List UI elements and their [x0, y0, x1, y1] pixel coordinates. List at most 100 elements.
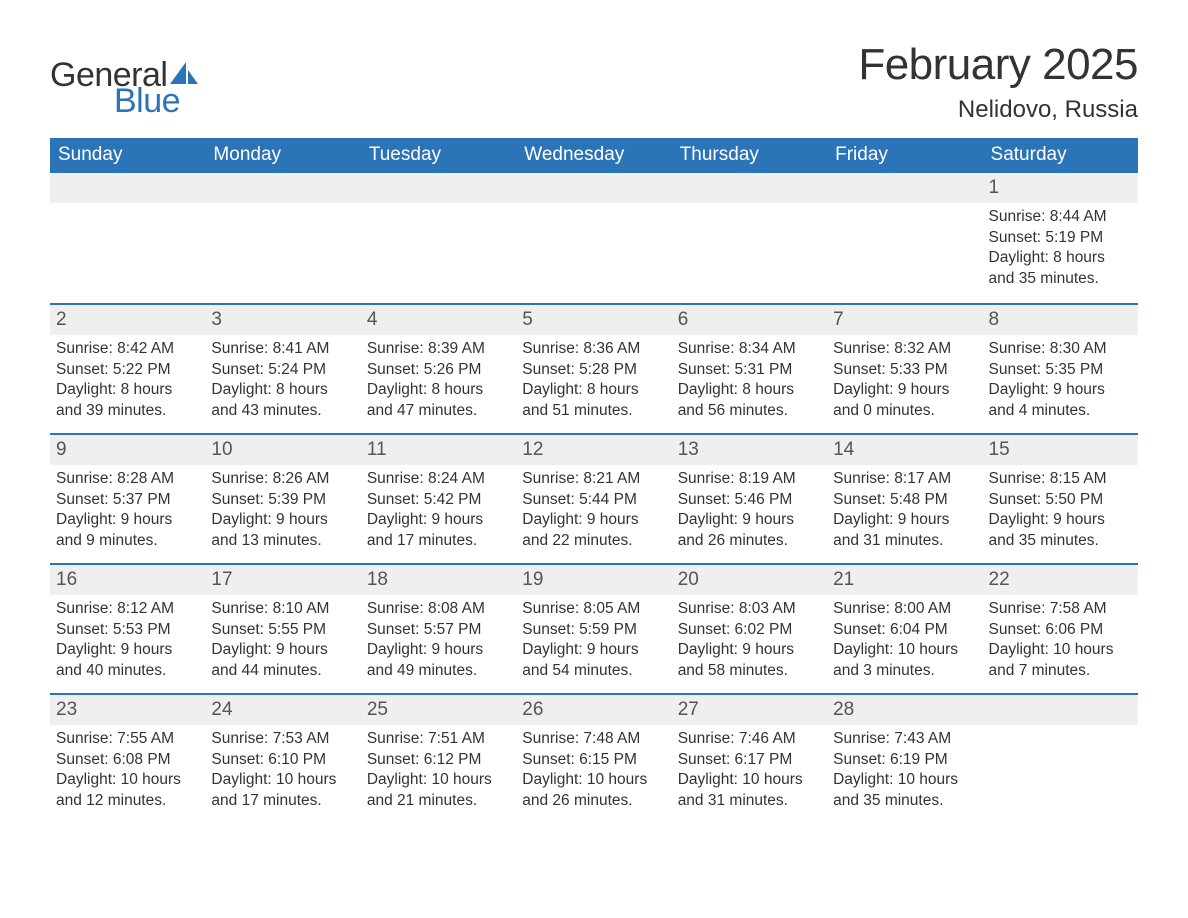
sunset-text: Sunset: 5:24 PM [211, 360, 354, 381]
day-number: 4 [361, 305, 516, 335]
day-number: 19 [516, 565, 671, 595]
weekday-header: Sunday [50, 138, 205, 173]
sunrise-text: Sunrise: 8:17 AM [833, 469, 976, 490]
daylight-text: Daylight: 9 hours and 13 minutes. [211, 510, 354, 552]
sunrise-text: Sunrise: 8:10 AM [211, 599, 354, 620]
day-number [516, 173, 671, 203]
daylight-text: Daylight: 10 hours and 3 minutes. [833, 640, 976, 682]
day-details: Sunrise: 8:42 AMSunset: 5:22 PMDaylight:… [54, 339, 199, 423]
sunrise-text: Sunrise: 8:03 AM [678, 599, 821, 620]
day-number: 22 [983, 565, 1138, 595]
calendar-day-cell [983, 695, 1138, 823]
day-details: Sunrise: 7:58 AMSunset: 6:06 PMDaylight:… [987, 599, 1132, 683]
calendar-day-cell: 25Sunrise: 7:51 AMSunset: 6:12 PMDayligh… [361, 695, 516, 823]
daylight-text: Daylight: 9 hours and 40 minutes. [56, 640, 199, 682]
sunrise-text: Sunrise: 8:05 AM [522, 599, 665, 620]
daylight-text: Daylight: 10 hours and 35 minutes. [833, 770, 976, 812]
sunset-text: Sunset: 6:08 PM [56, 750, 199, 771]
sunset-text: Sunset: 5:39 PM [211, 490, 354, 511]
calendar-week-row: 1Sunrise: 8:44 AMSunset: 5:19 PMDaylight… [50, 173, 1138, 303]
day-number: 17 [205, 565, 360, 595]
day-number: 25 [361, 695, 516, 725]
sunset-text: Sunset: 5:48 PM [833, 490, 976, 511]
calendar-day-cell: 20 Sunrise: 8:03 AMSunset: 6:02 PMDayligh… [672, 565, 827, 693]
calendar-day-cell: 4Sunrise: 8:39 AMSunset: 5:26 PMDaylight… [361, 305, 516, 433]
day-number [50, 173, 205, 203]
calendar-day-cell [516, 173, 671, 303]
day-number: 20 [672, 565, 827, 595]
sunset-text: Sunset: 6:17 PM [678, 750, 821, 771]
daylight-text: Daylight: 8 hours and 43 minutes. [211, 380, 354, 422]
sunrise-text: Sunrise: 8:15 AM [989, 469, 1132, 490]
sunrise-text: Sunrise: 8:41 AM [211, 339, 354, 360]
day-details: Sunrise: 7:48 AMSunset: 6:15 PMDaylight:… [520, 729, 665, 813]
calendar-day-cell: 17 Sunrise: 8:10 AMSunset: 5:55 PMDayligh… [205, 565, 360, 693]
calendar-week-row: 9Sunrise: 8:28 AMSunset: 5:37 PMDaylight… [50, 433, 1138, 563]
sunset-text: Sunset: 5:26 PM [367, 360, 510, 381]
sunset-text: Sunset: 5:35 PM [989, 360, 1132, 381]
page-title: February 2025 [858, 40, 1138, 90]
sunset-text: Sunset: 5:59 PM [522, 620, 665, 641]
weekday-header: Saturday [983, 138, 1138, 173]
calendar-day-cell: 9Sunrise: 8:28 AMSunset: 5:37 PMDaylight… [50, 435, 205, 563]
sunrise-text: Sunrise: 7:51 AM [367, 729, 510, 750]
sunset-text: Sunset: 5:44 PM [522, 490, 665, 511]
daylight-text: Daylight: 9 hours and 44 minutes. [211, 640, 354, 682]
sunset-text: Sunset: 5:53 PM [56, 620, 199, 641]
sunset-text: Sunset: 6:06 PM [989, 620, 1132, 641]
day-details: Sunrise: 8:44 AMSunset: 5:19 PMDaylight:… [987, 207, 1132, 291]
sunrise-text: Sunrise: 8:24 AM [367, 469, 510, 490]
calendar-day-cell: 28Sunrise: 7:43 AMSunset: 6:19 PMDayligh… [827, 695, 982, 823]
sunrise-text: Sunrise: 7:48 AM [522, 729, 665, 750]
day-number: 16 [50, 565, 205, 595]
daylight-text: Daylight: 9 hours and 58 minutes. [678, 640, 821, 682]
sunset-text: Sunset: 5:28 PM [522, 360, 665, 381]
calendar-week-row: 23Sunrise: 7:55 AMSunset: 6:08 PMDayligh… [50, 693, 1138, 823]
sunrise-text: Sunrise: 8:39 AM [367, 339, 510, 360]
sunrise-text: Sunrise: 8:00 AM [833, 599, 976, 620]
sunset-text: Sunset: 6:02 PM [678, 620, 821, 641]
day-number [672, 173, 827, 203]
daylight-text: Daylight: 10 hours and 7 minutes. [989, 640, 1132, 682]
sunrise-text: Sunrise: 7:46 AM [678, 729, 821, 750]
day-details: Sunrise: 8:05 AMSunset: 5:59 PMDaylight:… [520, 599, 665, 683]
day-details: Sunrise: 8:30 AMSunset: 5:35 PMDaylight:… [987, 339, 1132, 423]
location-label: Nelidovo, Russia [858, 96, 1138, 124]
calendar-day-cell: 23Sunrise: 7:55 AMSunset: 6:08 PMDayligh… [50, 695, 205, 823]
day-details: Sunrise: 8:32 AMSunset: 5:33 PMDaylight:… [831, 339, 976, 423]
calendar-day-cell: 22 Sunrise: 7:58 AMSunset: 6:06 PMDayligh… [983, 565, 1138, 693]
daylight-text: Daylight: 8 hours and 51 minutes. [522, 380, 665, 422]
calendar-day-cell: 18Sunrise: 8:08 AMSunset: 5:57 PMDayligh… [361, 565, 516, 693]
sunset-text: Sunset: 5:37 PM [56, 490, 199, 511]
day-details: Sunrise: 8:10 AMSunset: 5:55 PMDaylight:… [209, 599, 354, 683]
sunrise-text: Sunrise: 8:34 AM [678, 339, 821, 360]
day-details: Sunrise: 8:00 AMSunset: 6:04 PMDaylight:… [831, 599, 976, 683]
weekday-header: Monday [205, 138, 360, 173]
title-block: February 2025 Nelidovo, Russia [858, 40, 1138, 124]
sunrise-text: Sunrise: 8:30 AM [989, 339, 1132, 360]
sunset-text: Sunset: 6:12 PM [367, 750, 510, 771]
brand-word-blue: Blue [114, 84, 198, 118]
sunrise-text: Sunrise: 8:28 AM [56, 469, 199, 490]
brand-logo: General Blue [50, 40, 198, 118]
day-number: 15 [983, 435, 1138, 465]
calendar-day-cell: 6Sunrise: 8:34 AMSunset: 5:31 PMDaylight… [672, 305, 827, 433]
sunrise-text: Sunrise: 8:26 AM [211, 469, 354, 490]
calendar-day-cell [205, 173, 360, 303]
sunrise-text: Sunrise: 8:08 AM [367, 599, 510, 620]
day-details: Sunrise: 8:21 AMSunset: 5:44 PMDaylight:… [520, 469, 665, 553]
daylight-text: Daylight: 10 hours and 31 minutes. [678, 770, 821, 812]
daylight-text: Daylight: 10 hours and 17 minutes. [211, 770, 354, 812]
day-details: Sunrise: 8:34 AMSunset: 5:31 PMDaylight:… [676, 339, 821, 423]
sunrise-text: Sunrise: 7:58 AM [989, 599, 1132, 620]
weekday-header: Friday [827, 138, 982, 173]
calendar-page: General Blue February 2025 Nelidovo, Rus… [0, 0, 1188, 873]
day-details: Sunrise: 8:36 AMSunset: 5:28 PMDaylight:… [520, 339, 665, 423]
weeks-container: 1Sunrise: 8:44 AMSunset: 5:19 PMDaylight… [50, 173, 1138, 823]
day-details: Sunrise: 8:12 AMSunset: 5:53 PMDaylight:… [54, 599, 199, 683]
calendar-day-cell: 27Sunrise: 7:46 AMSunset: 6:17 PMDayligh… [672, 695, 827, 823]
day-number: 18 [361, 565, 516, 595]
day-number [983, 695, 1138, 725]
calendar-day-cell [361, 173, 516, 303]
calendar-day-cell: 5Sunrise: 8:36 AMSunset: 5:28 PMDaylight… [516, 305, 671, 433]
